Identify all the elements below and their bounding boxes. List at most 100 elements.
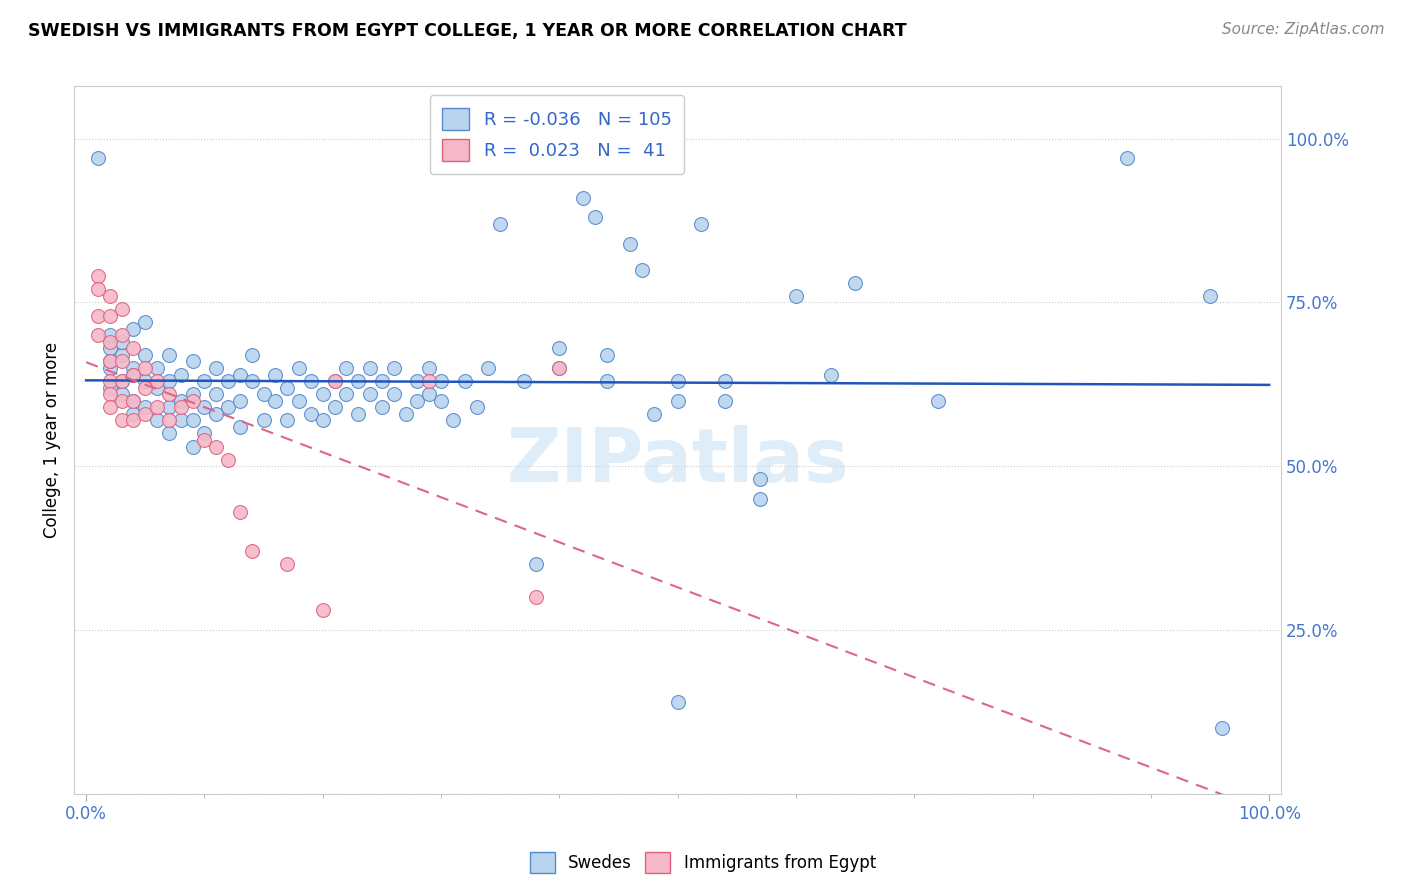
Point (98, 374, 121, 388)
Point (87, 269, 110, 284)
Point (229, 420, 252, 434)
Point (157, 348, 180, 362)
Point (170, 401, 193, 415)
Point (548, 342, 571, 356)
Point (323, 401, 346, 415)
Point (264, 393, 287, 408)
Point (157, 401, 180, 415)
Point (229, 505, 252, 519)
Point (146, 361, 169, 376)
Point (323, 374, 346, 388)
Point (714, 374, 737, 388)
Point (98, 309, 121, 323)
Point (666, 393, 689, 408)
Point (524, 558, 547, 572)
Point (98, 387, 121, 401)
Point (312, 603, 335, 617)
Point (111, 413, 134, 427)
Point (323, 374, 346, 388)
Point (276, 558, 298, 572)
Point (785, 289, 807, 303)
Point (146, 381, 169, 395)
Point (217, 452, 239, 467)
Point (1116, 152, 1139, 166)
Point (619, 236, 641, 251)
Point (87, 282, 110, 296)
Point (240, 374, 263, 388)
Legend: Swedes, Immigrants from Egypt: Swedes, Immigrants from Egypt (523, 846, 883, 880)
Point (170, 393, 193, 408)
Point (217, 401, 239, 415)
Point (217, 374, 239, 388)
Point (98, 381, 121, 395)
Point (312, 413, 335, 427)
Point (181, 413, 204, 427)
Point (359, 387, 381, 401)
Point (1199, 289, 1222, 303)
Point (276, 381, 298, 395)
Point (157, 426, 180, 441)
Point (98, 401, 121, 415)
Point (122, 368, 145, 382)
Point (276, 413, 298, 427)
Point (394, 407, 416, 421)
Point (371, 401, 394, 415)
Point (134, 381, 156, 395)
Point (288, 393, 311, 408)
Point (347, 407, 370, 421)
Point (583, 211, 606, 225)
Point (170, 413, 193, 427)
Point (205, 361, 228, 376)
Point (111, 393, 134, 408)
Point (146, 374, 169, 388)
Point (299, 407, 322, 421)
Point (122, 393, 145, 408)
Point (288, 361, 311, 376)
Point (252, 413, 274, 427)
Point (193, 433, 215, 447)
Point (98, 342, 121, 356)
Point (477, 361, 499, 376)
Point (595, 348, 617, 362)
Point (98, 289, 121, 303)
Point (122, 393, 145, 408)
Point (193, 374, 215, 388)
Point (643, 407, 665, 421)
Point (524, 591, 547, 605)
Point (111, 387, 134, 401)
Point (548, 361, 571, 376)
Point (181, 440, 204, 454)
Point (489, 217, 512, 231)
Point (205, 387, 228, 401)
Point (240, 544, 263, 558)
Point (111, 348, 134, 362)
Point (666, 695, 689, 709)
Point (98, 354, 121, 368)
Point (229, 393, 252, 408)
Point (193, 401, 215, 415)
Point (111, 374, 134, 388)
Point (406, 393, 429, 408)
Point (134, 407, 156, 421)
Point (98, 354, 121, 368)
Point (134, 315, 156, 329)
Point (820, 368, 842, 382)
Point (240, 348, 263, 362)
Point (927, 393, 949, 408)
Point (666, 374, 689, 388)
Point (134, 401, 156, 415)
Point (513, 374, 536, 388)
Point (572, 191, 595, 205)
Point (335, 361, 357, 376)
Point (406, 374, 429, 388)
Point (181, 393, 204, 408)
Point (844, 276, 866, 290)
Point (229, 368, 252, 382)
Text: SWEDISH VS IMMIGRANTS FROM EGYPT COLLEGE, 1 YEAR OR MORE CORRELATION CHART: SWEDISH VS IMMIGRANTS FROM EGYPT COLLEGE… (28, 22, 907, 40)
Point (1211, 721, 1233, 735)
Point (418, 361, 440, 376)
Point (122, 407, 145, 421)
Point (454, 374, 477, 388)
Point (87, 152, 110, 166)
Point (157, 387, 180, 401)
